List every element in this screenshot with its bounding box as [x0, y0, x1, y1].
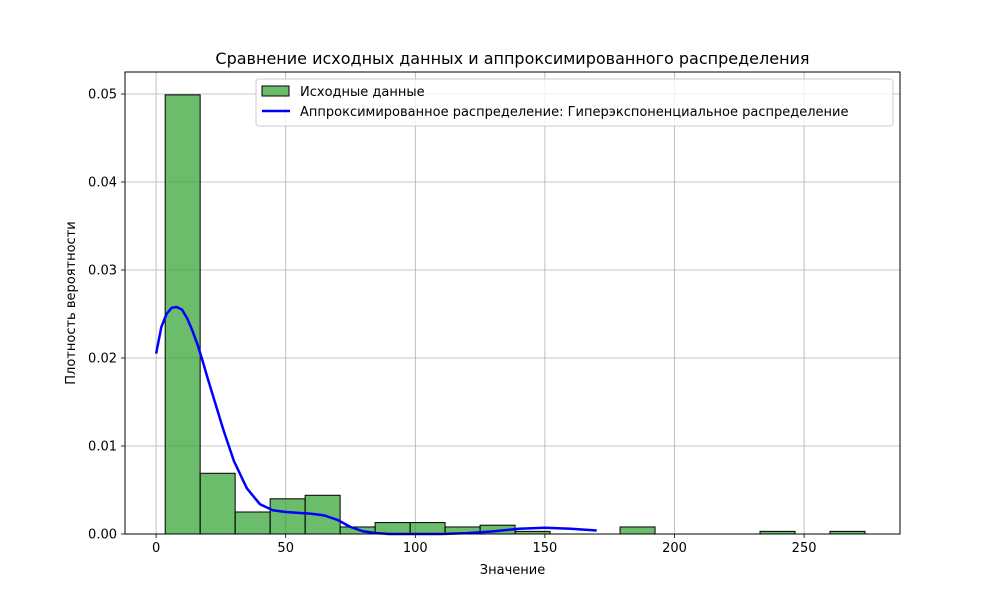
- histogram-bar: [269, 498, 306, 535]
- y-tick-label: 0.03: [88, 264, 117, 279]
- x-tick-label: 0: [152, 541, 160, 556]
- histogram-bar: [619, 526, 656, 535]
- chart-title: Сравнение исходных данных и аппроксимиро…: [215, 49, 809, 68]
- histogram-bar: [409, 522, 446, 535]
- ticks-layer: 0 50 100 150 200 250 0.00 0.01 0.02 0.03 0.04 0.05: [88, 88, 816, 557]
- x-tick-label: 250: [792, 541, 817, 556]
- histogram-bar: [234, 511, 271, 535]
- plot-frame: [124, 71, 901, 535]
- legend-line-label: Аппроксимированное распределение: Гиперэ…: [300, 105, 848, 120]
- legend-histogram-label: Исходные данные: [300, 85, 425, 100]
- x-tick-label: 150: [532, 541, 557, 556]
- y-tick-label: 0.04: [88, 176, 117, 191]
- histogram-bars: [164, 94, 866, 535]
- y-tick-label: 0.02: [88, 352, 117, 367]
- y-tick-label: 0.01: [88, 440, 117, 455]
- x-tick-label: 200: [662, 541, 687, 556]
- y-axis-label: Плотность вероятности: [64, 221, 79, 384]
- x-tick-label: 100: [403, 541, 428, 556]
- x-axis-label: Значение: [480, 563, 545, 578]
- x-tick-label: 50: [277, 541, 294, 556]
- legend: Исходные данные Аппроксимированное распр…: [255, 78, 894, 127]
- legend-histogram-swatch: [261, 85, 290, 97]
- legend-box: [255, 78, 894, 127]
- histogram-bar: [199, 472, 236, 535]
- y-tick-label: 0.00: [88, 528, 117, 543]
- y-tick-label: 0.05: [88, 88, 117, 103]
- histogram-bar: [164, 94, 201, 535]
